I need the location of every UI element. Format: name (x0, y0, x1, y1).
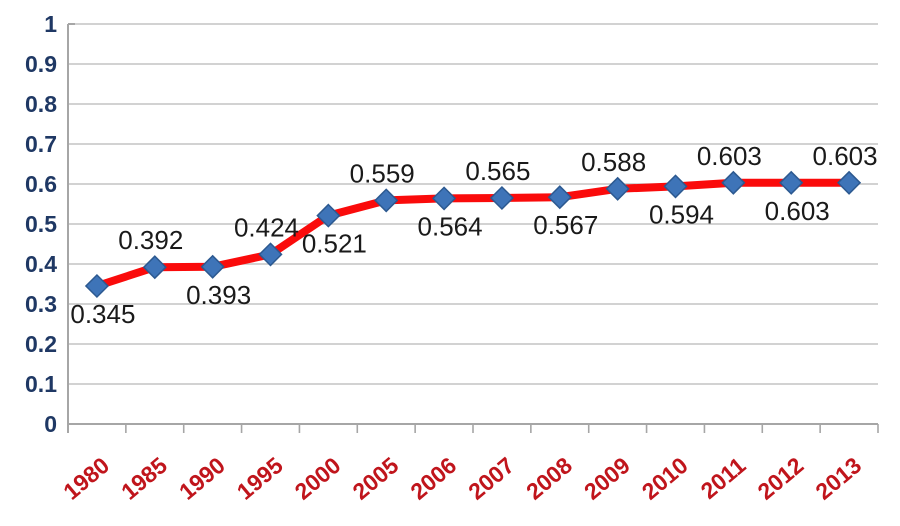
data-label: 0.603 (697, 141, 762, 171)
data-point-marker (489, 185, 514, 211)
x-tick-label: 1985 (116, 452, 172, 505)
data-label: 0.594 (649, 199, 714, 229)
data-point-marker (779, 170, 804, 195)
data-point-marker (84, 273, 109, 299)
data-label: 0.392 (118, 225, 183, 255)
x-tick-label: 2008 (521, 452, 577, 505)
data-point-marker (200, 254, 225, 279)
x-tick-label: 2012 (753, 452, 809, 505)
y-tick-label: 0.5 (25, 211, 57, 237)
data-label: 0.559 (350, 158, 415, 188)
y-tick-label: 0.1 (25, 371, 57, 397)
x-tick-label: 2005 (348, 452, 404, 505)
y-tick-label: 1 (44, 11, 57, 37)
x-tick-label: 2013 (810, 452, 866, 505)
x-tick-label: 2007 (463, 452, 519, 505)
y-tick-label: 0.9 (25, 51, 57, 77)
data-point-marker (316, 203, 341, 228)
x-tick-label: 2010 (637, 452, 693, 505)
data-label: 0.603 (813, 141, 878, 171)
data-label: 0.564 (418, 211, 483, 241)
data-label: 0.565 (465, 156, 530, 186)
y-tick-label: 0.2 (25, 331, 57, 357)
y-tick-label: 0.7 (25, 131, 57, 157)
data-point-marker (663, 174, 688, 199)
data-point-marker (432, 186, 457, 211)
x-tick-label: 1995 (232, 452, 288, 505)
x-tick-label: 2000 (290, 452, 346, 505)
data-point-marker (837, 170, 862, 195)
y-tick-label: 0.4 (25, 251, 57, 277)
data-label: 0.345 (70, 299, 135, 329)
data-point-marker (142, 255, 167, 280)
data-label: 0.567 (533, 210, 598, 240)
data-label: 0.588 (581, 147, 646, 177)
data-point-marker (547, 185, 572, 210)
y-tick-label: 0 (44, 411, 57, 437)
x-tick-label: 1980 (58, 452, 114, 505)
data-label: 0.521 (302, 229, 367, 259)
y-tick-label: 0.8 (25, 91, 57, 117)
data-point-marker (605, 176, 630, 201)
data-label: 0.603 (765, 196, 830, 226)
data-point-marker (258, 242, 283, 267)
x-tick-label: 2009 (579, 452, 635, 505)
data-label: 0.424 (234, 212, 299, 242)
x-tick-label: 2006 (405, 452, 461, 505)
y-tick-label: 0.6 (25, 171, 57, 197)
x-tick-label: 2011 (696, 452, 751, 504)
x-tick-label: 1990 (174, 452, 230, 505)
data-point-marker (721, 170, 746, 195)
data-label: 0.393 (186, 280, 251, 310)
y-tick-label: 0.3 (25, 291, 57, 317)
data-point-marker (374, 188, 399, 213)
